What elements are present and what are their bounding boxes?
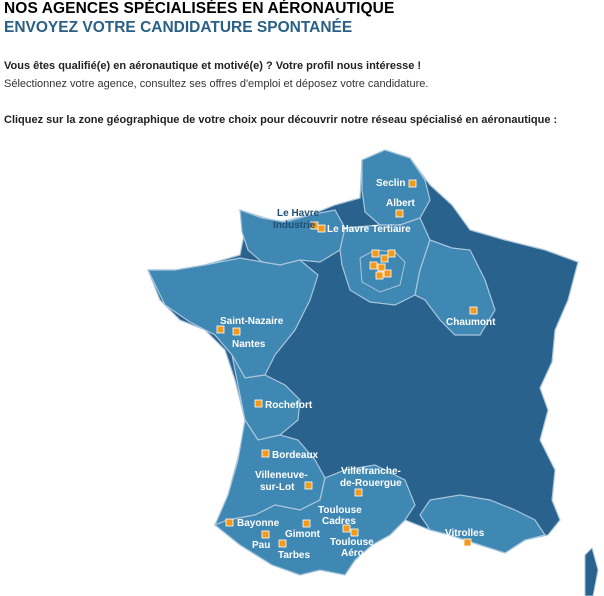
page-title: NOS AGENCES SPÉCIALISÉES EN AÉRONAUTIQUE: [4, 0, 395, 17]
label-toulouse-aero-1[interactable]: Toulouse: [330, 537, 374, 548]
label-bordeaux[interactable]: Bordeaux: [272, 450, 319, 461]
label-toulouse-cadres-2[interactable]: Cadres: [322, 516, 356, 527]
label-saint-nazaire[interactable]: Saint-Nazaire: [220, 316, 284, 327]
pin-nantes[interactable]: [232, 327, 241, 336]
page-subtitle: ENVOYEZ VOTRE CANDIDATURE SPONTANÉE: [4, 19, 353, 36]
intro-headline: Vous êtes qualifié(e) en aéronautique et…: [4, 60, 422, 72]
label-gimont[interactable]: Gimont: [285, 529, 321, 540]
pin-paris-1[interactable]: [371, 249, 380, 258]
label-le-havre-industrie-2[interactable]: Industrie: [273, 220, 316, 231]
pin-paris-3[interactable]: [387, 249, 396, 258]
pin-seclin[interactable]: [408, 179, 417, 188]
intro-text: Sélectionnez votre agence, consultez ses…: [4, 78, 429, 90]
region-ouest[interactable]: [147, 257, 319, 379]
pin-paris-7[interactable]: [375, 271, 384, 280]
pin-paris-4[interactable]: [369, 261, 378, 270]
pin-gimont[interactable]: [302, 519, 311, 528]
label-villeneuve-1[interactable]: Villeneuve-: [255, 470, 308, 481]
region-normandie[interactable]: [239, 209, 346, 266]
pin-rochefort[interactable]: [254, 399, 263, 408]
pin-le-havre-tertiaire[interactable]: [317, 224, 326, 233]
label-tarbes[interactable]: Tarbes: [278, 550, 310, 561]
pin-chaumont[interactable]: [469, 306, 478, 315]
pin-villefranche[interactable]: [354, 488, 363, 497]
label-le-havre-industrie-1[interactable]: Le Havre: [277, 208, 320, 219]
pin-tarbes[interactable]: [278, 539, 287, 548]
pin-paris-2[interactable]: [380, 254, 389, 263]
map-instruction: Cliquez sur la zone géographique de votr…: [4, 114, 558, 126]
pin-paris-6[interactable]: [383, 269, 392, 278]
agency-pins: [216, 179, 478, 548]
pin-albert[interactable]: [395, 209, 404, 218]
label-pau[interactable]: Pau: [252, 540, 270, 551]
region-paca[interactable]: [419, 494, 546, 554]
label-le-havre-tertiaire[interactable]: Le Havre Tertiaire: [327, 224, 411, 235]
label-albert[interactable]: Albert: [386, 198, 416, 209]
region-charente[interactable]: [231, 354, 301, 441]
label-chaumont[interactable]: Chaumont: [446, 317, 496, 328]
label-villefranche-1[interactable]: Villefranche-: [341, 466, 401, 477]
label-rochefort[interactable]: Rochefort: [265, 400, 313, 411]
label-villeneuve-2[interactable]: sur-Lot: [260, 482, 295, 493]
pin-toulouse-cadres[interactable]: [342, 524, 351, 533]
pin-villeneuve-sur-lot[interactable]: [304, 481, 313, 490]
label-toulouse-aero-2[interactable]: Aéro: [341, 548, 364, 559]
pin-saint-nazaire[interactable]: [216, 325, 225, 334]
label-nantes[interactable]: Nantes: [232, 339, 266, 350]
label-toulouse-cadres-1[interactable]: Toulouse: [318, 505, 362, 516]
label-vitrolles[interactable]: Vitrolles: [445, 528, 485, 539]
region-midi-pyrenees[interactable]: [213, 464, 416, 576]
region-corse[interactable]: [584, 547, 599, 596]
pin-paris-5[interactable]: [377, 263, 386, 272]
label-seclin[interactable]: Seclin: [376, 178, 405, 189]
label-bayonne[interactable]: Bayonne: [237, 518, 280, 529]
label-villefranche-2[interactable]: de-Rouergue: [340, 478, 402, 489]
pin-bayonne[interactable]: [225, 518, 234, 527]
pin-bordeaux[interactable]: [261, 449, 270, 458]
pin-toulouse-aero[interactable]: [350, 528, 359, 537]
pin-pau[interactable]: [261, 530, 270, 539]
pin-vitrolles[interactable]: [463, 538, 472, 547]
